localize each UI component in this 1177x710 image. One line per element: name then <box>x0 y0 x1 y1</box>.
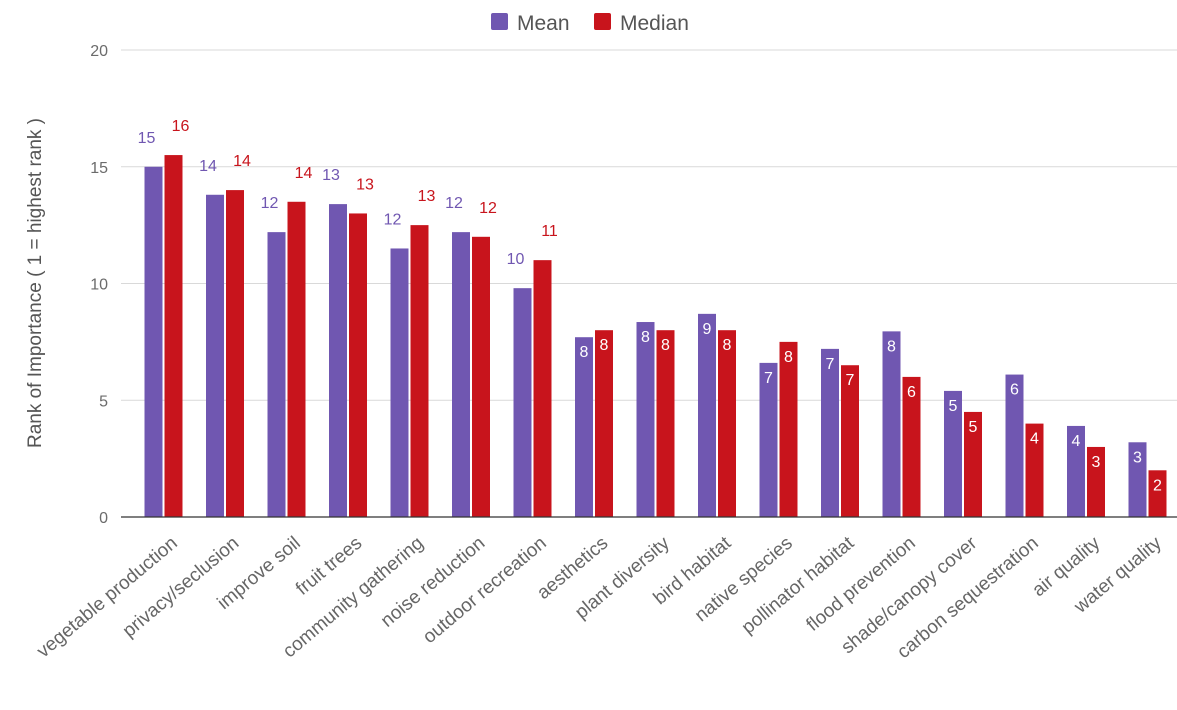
y-tick-label-15: 15 <box>90 160 108 177</box>
bar-median-9 <box>718 330 736 517</box>
data-label-mean-9: 9 <box>703 321 712 338</box>
legend-label-median: Median <box>620 12 689 35</box>
data-label-median-12: 6 <box>907 384 916 401</box>
bar-median-1 <box>226 190 244 517</box>
data-label-median-8: 8 <box>661 337 670 354</box>
bar-mean-12 <box>882 331 901 517</box>
bar-mean-14 <box>1005 374 1024 517</box>
bar-mean-4 <box>390 248 409 517</box>
bar-median-3 <box>349 213 367 517</box>
bar-median-16 <box>1148 470 1167 517</box>
bar-median-0 <box>164 155 183 517</box>
legend-swatch-mean <box>491 13 508 30</box>
data-label-median-13: 5 <box>969 419 978 436</box>
data-label-median-3: 13 <box>356 176 374 193</box>
data-label-mean-0: 15 <box>138 130 156 147</box>
data-label-median-16: 2 <box>1153 477 1162 494</box>
data-label-median-6: 11 <box>541 223 558 240</box>
data-label-median-15: 3 <box>1092 454 1101 471</box>
data-label-mean-8: 8 <box>641 329 650 346</box>
bar-mean-11 <box>821 348 839 517</box>
bar-mean-16 <box>1128 442 1147 517</box>
y-axis-title: Rank of Importance ( 1 = highest rank ) <box>25 118 46 448</box>
bar-mean-2 <box>267 232 286 517</box>
bar-median-8 <box>656 330 675 517</box>
data-label-mean-6: 10 <box>507 251 525 268</box>
data-label-mean-16: 3 <box>1133 449 1142 466</box>
data-label-median-2: 14 <box>295 165 313 182</box>
bar-mean-10 <box>759 362 778 517</box>
bar-mean-8 <box>636 322 655 517</box>
y-tick-label-5: 5 <box>99 393 108 410</box>
data-label-mean-1: 14 <box>199 158 217 175</box>
bar-mean-7 <box>575 337 593 517</box>
data-label-median-10: 8 <box>784 349 793 366</box>
bar-median-15 <box>1087 446 1105 517</box>
data-label-median-1: 14 <box>233 153 251 170</box>
legend-swatch-median <box>594 13 611 30</box>
bar-mean-6 <box>513 288 532 517</box>
data-label-median-9: 8 <box>723 337 732 354</box>
data-label-median-11: 7 <box>846 372 855 389</box>
legend-label-mean: Mean <box>517 12 570 35</box>
data-label-mean-2: 12 <box>261 195 279 212</box>
category-labels: vegetable productionprivacy/seclusionimp… <box>33 532 1166 663</box>
bars <box>144 155 1167 518</box>
bar-median-6 <box>533 260 552 517</box>
data-label-median-7: 8 <box>600 337 609 354</box>
legend: Mean Median <box>491 12 689 35</box>
bar-mean-1 <box>206 194 224 517</box>
data-label-mean-3: 13 <box>322 167 340 184</box>
y-tick-label-20: 20 <box>90 43 108 60</box>
data-label-mean-4: 12 <box>384 211 402 228</box>
bar-mean-0 <box>144 166 163 517</box>
data-label-median-0: 16 <box>172 118 190 135</box>
data-label-mean-13: 5 <box>949 398 958 415</box>
data-label-mean-10: 7 <box>764 370 773 387</box>
category-label-5: noise reduction <box>377 533 489 632</box>
bar-mean-5 <box>452 232 470 517</box>
data-label-mean-11: 7 <box>826 356 835 373</box>
bar-median-14 <box>1025 423 1044 517</box>
bar-mean-3 <box>329 204 347 518</box>
bar-median-2 <box>287 201 306 517</box>
bar-median-7 <box>595 330 613 517</box>
bar-median-13 <box>964 411 982 517</box>
category-label-12: flood prevention <box>803 533 920 636</box>
data-label-median-14: 4 <box>1030 431 1039 448</box>
bar-median-4 <box>410 225 429 517</box>
bar-mean-13 <box>944 390 962 517</box>
data-label-median-5: 12 <box>479 200 497 217</box>
category-label-11: pollinator habitat <box>738 532 859 638</box>
bar-mean-15 <box>1067 425 1085 517</box>
y-axis-ticks: 0 5 10 15 20 <box>90 43 108 527</box>
y-tick-label-0: 0 <box>99 510 108 527</box>
data-label-mean-14: 6 <box>1010 382 1019 399</box>
data-label-mean-12: 8 <box>887 338 896 355</box>
bar-median-12 <box>902 376 921 517</box>
bar-median-10 <box>779 341 798 517</box>
y-tick-label-10: 10 <box>90 277 108 294</box>
data-label-mean-7: 8 <box>580 344 589 361</box>
bar-mean-9 <box>698 313 716 517</box>
data-label-mean-15: 4 <box>1072 433 1081 450</box>
bar-median-5 <box>472 236 490 518</box>
bar-median-11 <box>841 365 859 517</box>
data-label-mean-5: 12 <box>445 195 463 212</box>
data-label-median-4: 13 <box>418 188 436 205</box>
